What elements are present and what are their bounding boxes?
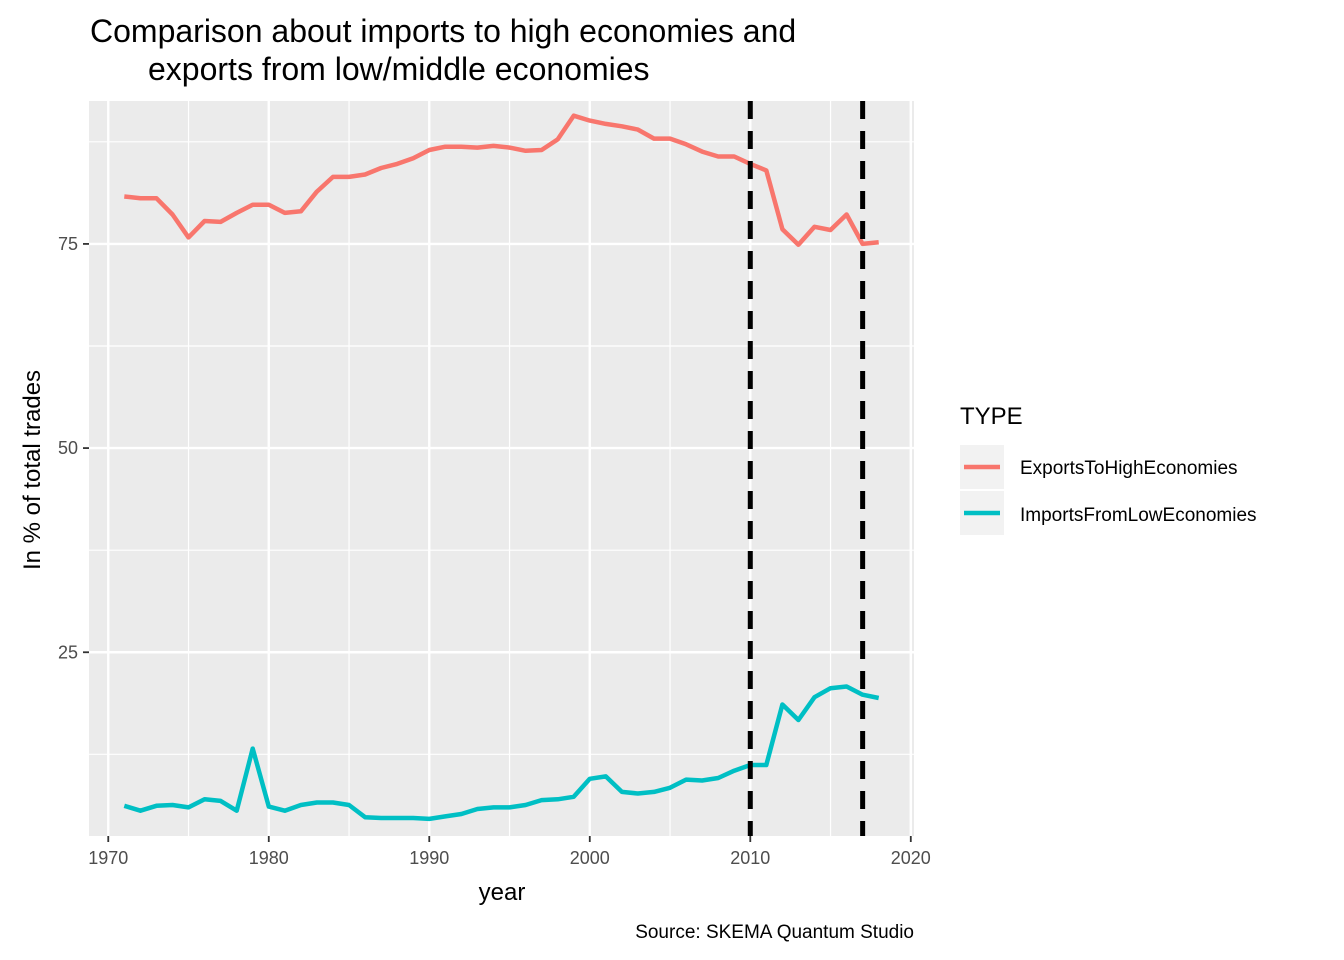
series-line-imports [123,684,880,822]
y-tick-label: 75 [58,234,78,254]
legend-label-imports: ImportsFromLowEconomies [1020,505,1257,526]
series-lines [123,113,880,822]
series-line-exports [124,113,879,247]
minor-gridlines [89,101,914,836]
source-caption: Source: SKEMA Quantum Studio [635,922,914,943]
legend-title: TYPE [960,403,1023,430]
y-tick-label: 25 [58,642,78,662]
x-tick-label: 2020 [891,848,931,868]
legend-label-exports: ExportsToHighEconomies [1020,458,1238,479]
y-tick-label: 50 [58,438,78,458]
reference-lines [747,101,866,836]
chart-title-line2: exports from low/middle economies [148,51,650,87]
axis-ticks [83,243,912,842]
y-axis-title: In % of total trades [19,370,46,570]
x-axis-title: year [479,879,526,906]
chart-title-line1: Comparison about imports to high economi… [90,13,796,49]
x-tick-label: 2010 [730,848,770,868]
x-tick-label: 2000 [570,848,610,868]
x-tick-label: 1980 [249,848,289,868]
x-tick-label: 1970 [88,848,128,868]
plot-panel [89,101,914,836]
x-tick-label: 1990 [409,848,449,868]
legend: TYPE ExportsToHighEconomies ImportsFromL… [960,403,1257,535]
